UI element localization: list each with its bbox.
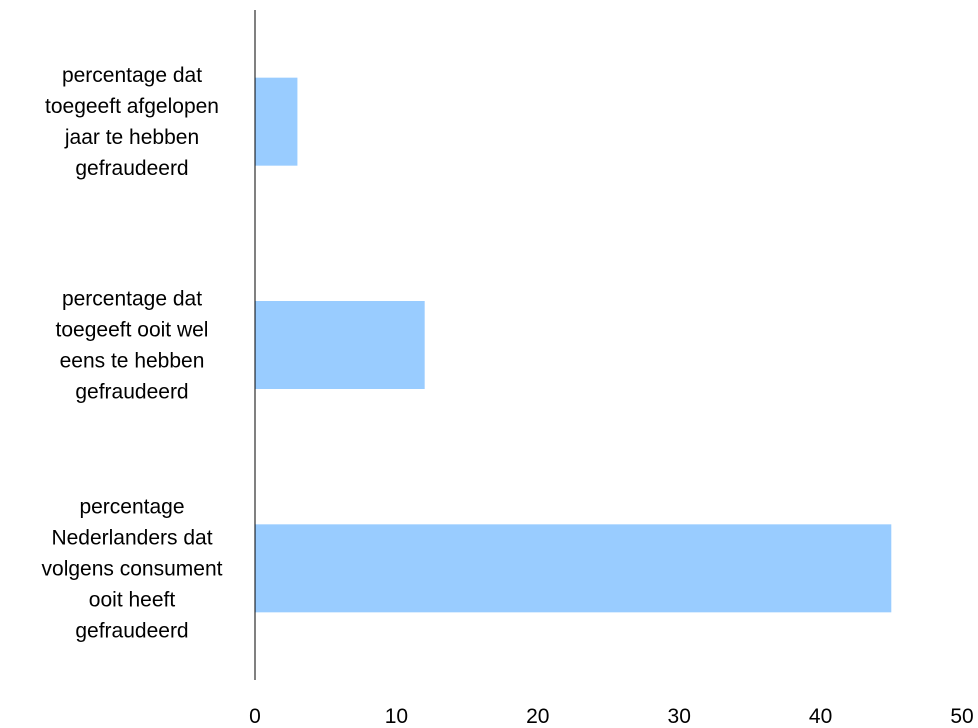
category-label-line: percentage — [79, 495, 184, 518]
category-label-line: percentage dat — [62, 64, 202, 87]
category-label-line: ooit heeft — [89, 588, 176, 611]
category-label-line: toegeeft afgelopen — [45, 95, 219, 118]
category-label-line: Nederlanders dat — [51, 526, 212, 549]
x-tick-label: 50 — [950, 705, 973, 728]
category-label-line: eens te hebben — [60, 350, 205, 373]
category-label-line: gefraudeerd — [75, 157, 188, 180]
category-labels: percentage dat toegeeft afgelopen jaar te … — [42, 64, 223, 642]
category-label-line: jaar te hebben — [64, 126, 199, 149]
category-label-3: percentage Nederlanders dat volgens consum… — [42, 495, 223, 642]
x-tick-label: 10 — [385, 705, 408, 728]
category-label-1: percentage dat toegeeft afgelopen jaar te … — [45, 64, 219, 180]
category-label-line: volgens consument — [42, 557, 223, 580]
x-tick-label: 20 — [526, 705, 549, 728]
bar-1 — [255, 77, 298, 166]
category-label-2: percentage dat toegeeft ooit wel eens te h… — [56, 288, 209, 404]
x-tick-label: 0 — [249, 705, 261, 728]
bars-group — [255, 77, 892, 613]
category-label-line: toegeeft ooit wel — [56, 319, 209, 342]
x-tick-labels: 0 10 20 30 40 50 — [249, 705, 974, 728]
bar-3 — [255, 524, 892, 613]
x-tick-label: 40 — [809, 705, 832, 728]
x-tick-label: 30 — [668, 705, 691, 728]
category-label-line: gefraudeerd — [75, 619, 188, 642]
category-label-line: gefraudeerd — [75, 381, 188, 404]
bar-2 — [255, 301, 425, 389]
category-label-line: percentage dat — [62, 288, 202, 311]
